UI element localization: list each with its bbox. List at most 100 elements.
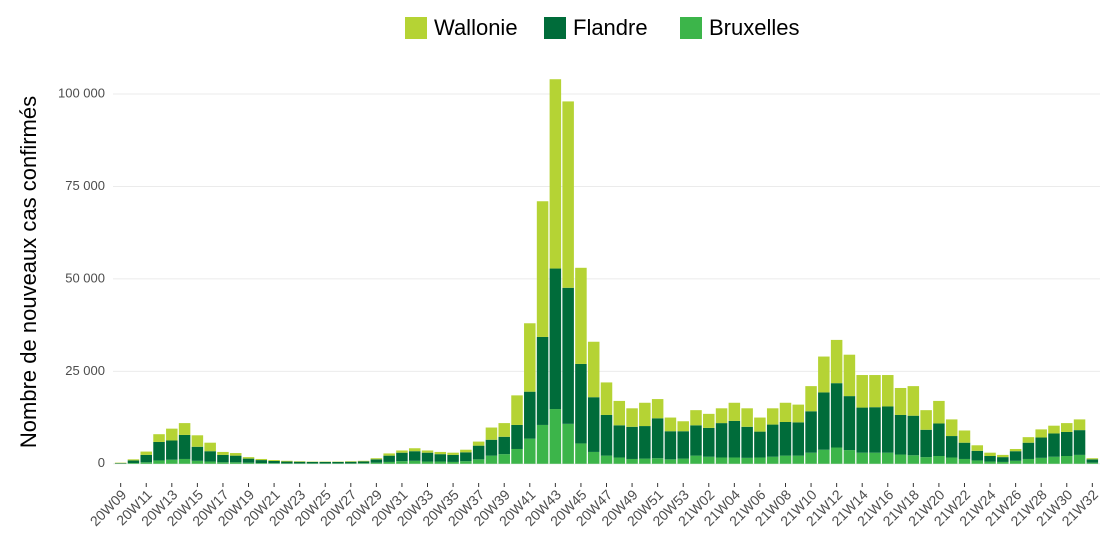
bar-segment [255,463,268,464]
bar-segment [268,460,280,461]
bar-segment [587,451,600,464]
bar-segment [997,461,1009,464]
bar-segment [626,426,638,459]
bar-segment [792,404,805,423]
bar-segment [997,454,1009,458]
bar-segment [984,452,996,457]
bar-segment [396,452,408,462]
bar-segment [856,452,868,464]
bar-segment [664,417,677,432]
bar-segment [818,392,830,450]
bar-segment [562,423,574,464]
bar-segment [536,336,549,425]
bar-segment [741,408,753,427]
bar-segment [153,434,165,442]
bar-segment [524,391,536,439]
bar-segment [1022,458,1035,464]
bar-segment [332,461,344,464]
bar-segment [805,411,817,453]
bar-segment [408,451,421,461]
bar-segment [882,406,894,453]
bar-segment [1048,425,1060,434]
bar-segment [1086,458,1099,460]
bar-segment [690,410,702,426]
bar-segment [613,457,626,464]
bar-segment [677,431,689,459]
bar-segment [549,409,562,464]
bar-segment [472,441,485,446]
bar-segment [856,375,868,408]
y-tick-label: 75 000 [65,178,105,193]
bar-segment [1009,460,1022,464]
bar-segment [920,457,932,464]
bar-segment [345,461,357,464]
legend-label: Bruxelles [709,15,799,40]
bar-segment [843,450,856,464]
bar-segment [1035,437,1047,458]
y-tick-label: 0 [98,455,105,470]
bar-segment [217,454,229,463]
bar-segment [498,436,510,455]
bar-segment [664,431,677,460]
bar-segment [229,453,242,456]
bar-segment [677,458,689,464]
bar-segment [549,79,562,269]
bar-segment [715,423,728,458]
bar-segment [242,457,255,459]
bar-segment [191,446,204,461]
bar-segment [907,455,920,464]
bar-segment [728,457,741,464]
bar-segment [933,456,945,464]
bar-segment [1086,459,1099,463]
bar-segment [383,455,395,462]
bar-segment [920,410,932,430]
bar-segment [408,460,421,464]
bar-segment [600,382,613,415]
bar-segment [1073,454,1086,464]
bar-segment [447,452,459,455]
bar-segment [268,463,280,464]
bar-segment [766,424,779,457]
bar-segment [370,458,383,460]
bar-segment [242,458,255,463]
bar-segment [997,457,1009,462]
bar-segment [626,408,638,427]
bar-segment [894,387,907,415]
bar-segment [204,442,216,452]
bar-segment [779,402,792,422]
bar-segment [357,461,370,464]
bar-segment [869,375,881,408]
bar-segment [166,459,178,464]
bar-segment [805,386,817,412]
bar-segment [613,400,626,426]
bar-segment [587,341,600,398]
bar-segment [779,455,792,464]
bar-segment [690,425,702,456]
bar-segment [971,445,984,451]
bar-segment [140,454,152,463]
bar-segment [524,323,536,392]
bar-segment [869,452,881,464]
bar-segment [613,425,626,458]
bar-segment [958,442,971,459]
bar-segment [460,452,472,462]
bar-segment [843,396,856,451]
bar-segment [460,449,472,453]
bar-segment [383,461,395,464]
bar-segment [1035,429,1047,438]
bar-segment [191,435,204,447]
bar-segment [1022,437,1035,443]
bar-segment [357,460,370,462]
bar-segment [255,460,268,464]
bar-segment [882,452,894,464]
bar-segment [485,439,498,456]
bar-segment [421,452,434,462]
bar-segment [1009,448,1022,452]
bar-segment [575,267,587,364]
bar-segment [562,287,574,424]
legend-swatch [544,17,566,39]
bar-segment [805,452,817,464]
bar-segment [651,458,664,464]
bar-segment [153,460,165,464]
bar-segment [498,454,510,464]
